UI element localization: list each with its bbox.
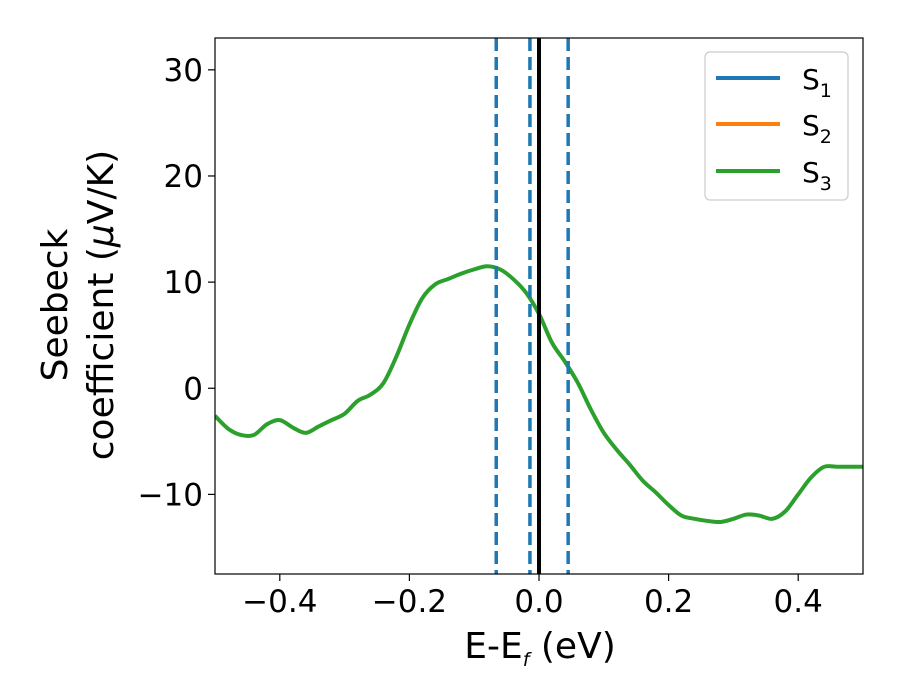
legend-label-s3: S3 [802, 156, 832, 195]
y-tick-label: −10 [138, 477, 203, 513]
tick-group: −0.4 −0.2 0.0 0.2 0.4 −10 0 10 20 30 [138, 53, 823, 620]
x-tick-label: 0.0 [514, 584, 563, 620]
y-tick-label: 30 [164, 53, 203, 89]
y-tick-label: 10 [164, 265, 203, 301]
y-tick-label: 20 [164, 159, 203, 195]
y-axis-label: Seebeck coefficient (μV/K) [35, 150, 122, 460]
y-axis-label-line2: coefficient (μV/K) [81, 150, 122, 460]
x-tick-label: 0.2 [644, 584, 693, 620]
legend: S1 S2 S3 [704, 51, 849, 201]
x-tick-label: −0.4 [242, 584, 317, 620]
x-axis-label: E-Ef (eV) [464, 626, 616, 671]
y-tick-label: 0 [183, 371, 203, 407]
x-tick-label: −0.2 [372, 584, 447, 620]
y-axis-label-line1: Seebeck [35, 228, 76, 381]
legend-label-s1: S1 [802, 63, 832, 102]
legend-label-s2: S2 [802, 109, 832, 148]
x-tick-label: 0.4 [774, 584, 823, 620]
plot-lines [215, 38, 863, 574]
